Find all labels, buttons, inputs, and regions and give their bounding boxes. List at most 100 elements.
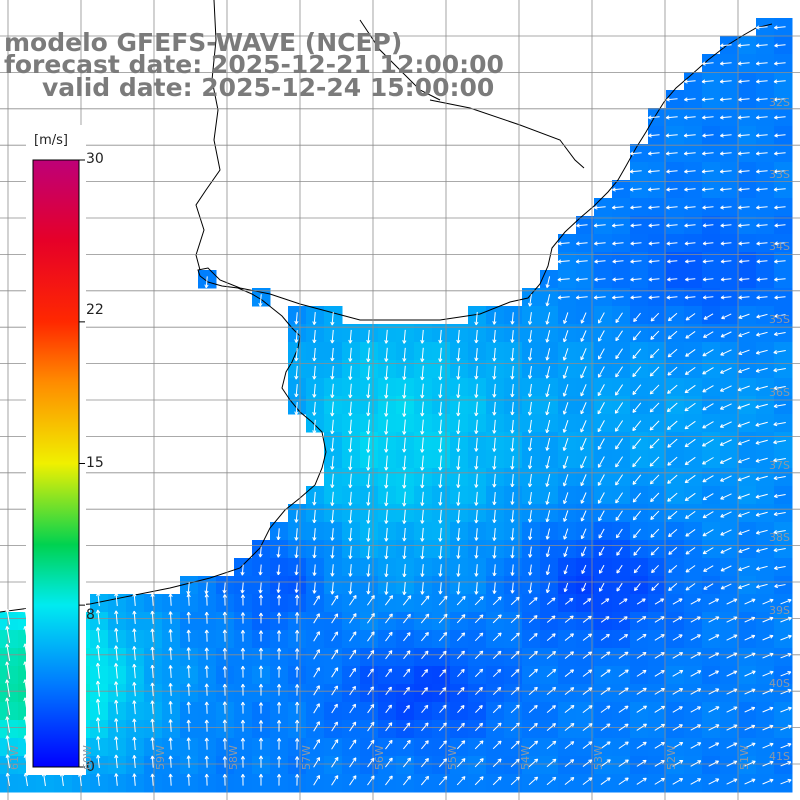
- wind-arrow-icon: [276, 564, 281, 576]
- wind-arrow-icon: [510, 528, 515, 541]
- lat-label: 36S: [769, 386, 790, 399]
- wind-arrow-icon: [240, 737, 246, 750]
- wind-arrow-icon: [702, 151, 714, 156]
- wind-arrow-icon: [402, 473, 407, 489]
- wind-arrow-icon: [276, 773, 282, 786]
- wind-arrow-icon: [773, 403, 786, 409]
- colorbar-tick-label: 30: [86, 151, 104, 167]
- wind-arrow-icon: [636, 616, 647, 623]
- wind-arrow-icon: [402, 419, 407, 435]
- wind-arrow-icon: [5, 754, 11, 769]
- wind-arrow-icon: [114, 592, 119, 607]
- wind-arrow-icon: [528, 740, 539, 750]
- wind-arrow-icon: [755, 403, 768, 409]
- wind-arrow-icon: [636, 777, 647, 785]
- wind-arrow-icon: [690, 652, 702, 659]
- wind-arrow-icon: [648, 241, 660, 246]
- wind-arrow-icon: [421, 704, 429, 714]
- wind-arrow-icon: [258, 702, 264, 714]
- wind-arrow-icon: [510, 668, 520, 678]
- title-forecast-date: forecast date: 2025-12-21 12:00:00: [4, 50, 504, 79]
- wind-arrow-icon: [456, 528, 461, 542]
- wind-arrow-icon: [648, 205, 660, 210]
- wind-arrow-icon: [438, 632, 448, 642]
- wind-arrow-icon: [666, 205, 678, 210]
- wind-arrow-icon: [666, 295, 678, 300]
- wind-arrow-icon: [690, 670, 702, 677]
- wind-arrow-icon: [672, 724, 683, 731]
- wind-arrow-icon: [474, 509, 479, 524]
- wind-arrow-icon: [755, 349, 768, 355]
- wind-arrow-icon: [690, 760, 702, 767]
- wind-arrow-icon: [366, 347, 371, 363]
- wind-arrow-icon: [403, 632, 411, 642]
- wind-arrow-icon: [330, 383, 335, 399]
- wind-arrow-icon: [222, 756, 227, 768]
- wind-arrow-icon: [492, 614, 502, 624]
- lat-label: 39S: [769, 604, 790, 617]
- wind-arrow-icon: [384, 582, 389, 595]
- wind-arrow-icon: [258, 737, 264, 750]
- wind-arrow-icon: [150, 682, 155, 697]
- wind-arrow-icon: [564, 615, 574, 623]
- wind-arrow-icon: [649, 366, 660, 377]
- wind-arrow-icon: [755, 151, 768, 156]
- wind-arrow-icon: [403, 704, 410, 713]
- wind-arrow-icon: [294, 510, 299, 523]
- wind-arrow-icon: [618, 777, 629, 785]
- wind-arrow-icon: [456, 614, 466, 624]
- wind-arrow-icon: [510, 564, 515, 576]
- wind-arrow-icon: [114, 681, 119, 697]
- wind-arrow-icon: [720, 205, 732, 210]
- wind-arrow-icon: [313, 613, 320, 624]
- wind-arrow-icon: [650, 528, 660, 538]
- wind-arrow-icon: [114, 699, 119, 715]
- wind-arrow-icon: [593, 205, 606, 210]
- wind-arrow-icon: [527, 401, 533, 416]
- wind-arrow-icon: [457, 668, 465, 678]
- wind-arrow-icon: [774, 565, 786, 571]
- wind-arrow-icon: [720, 349, 732, 356]
- wind-arrow-icon: [510, 704, 520, 714]
- wind-arrow-icon: [773, 386, 786, 391]
- wind-arrow-icon: [708, 760, 719, 767]
- wind-arrow-icon: [564, 669, 575, 677]
- wind-arrow-icon: [594, 277, 606, 282]
- wind-arrow-icon: [744, 760, 756, 767]
- wind-arrow-icon: [720, 277, 732, 282]
- wind-arrow-icon: [738, 349, 750, 356]
- wind-arrow-icon: [186, 683, 191, 696]
- wind-arrow-icon: [331, 667, 339, 678]
- wind-arrow-icon: [580, 330, 587, 342]
- wind-arrow-icon: [720, 511, 732, 518]
- wind-arrow-icon: [690, 598, 701, 605]
- wind-arrow-icon: [527, 366, 533, 379]
- wind-arrow-icon: [672, 670, 684, 677]
- wind-arrow-icon: [492, 776, 502, 786]
- wind-arrow-icon: [774, 277, 786, 282]
- wind-arrow-icon: [600, 669, 611, 677]
- wind-arrow-icon: [492, 564, 497, 577]
- wind-arrow-icon: [313, 775, 321, 786]
- wind-arrow-icon: [438, 383, 443, 399]
- wind-arrow-icon: [685, 529, 696, 537]
- wind-arrow-icon: [580, 402, 587, 415]
- wind-arrow-icon: [420, 419, 425, 435]
- wind-arrow-icon: [562, 420, 569, 433]
- wind-arrow-icon: [150, 628, 155, 643]
- wind-arrow-icon: [762, 598, 774, 605]
- wind-arrow-icon: [648, 151, 660, 156]
- wind-arrow-icon: [582, 723, 593, 732]
- wind-arrow-icon: [701, 187, 714, 192]
- wind-arrow-icon: [492, 722, 502, 732]
- wind-arrow-icon: [738, 79, 750, 84]
- wind-arrow-icon: [737, 421, 750, 428]
- wind-arrow-icon: [367, 631, 375, 642]
- wind-arrow-icon: [510, 776, 520, 786]
- wind-arrow-icon: [755, 421, 768, 427]
- wind-arrow-icon: [5, 679, 11, 698]
- wind-arrow-icon: [719, 403, 732, 410]
- wind-arrow-icon: [510, 473, 515, 488]
- wind-arrow-icon: [612, 187, 624, 192]
